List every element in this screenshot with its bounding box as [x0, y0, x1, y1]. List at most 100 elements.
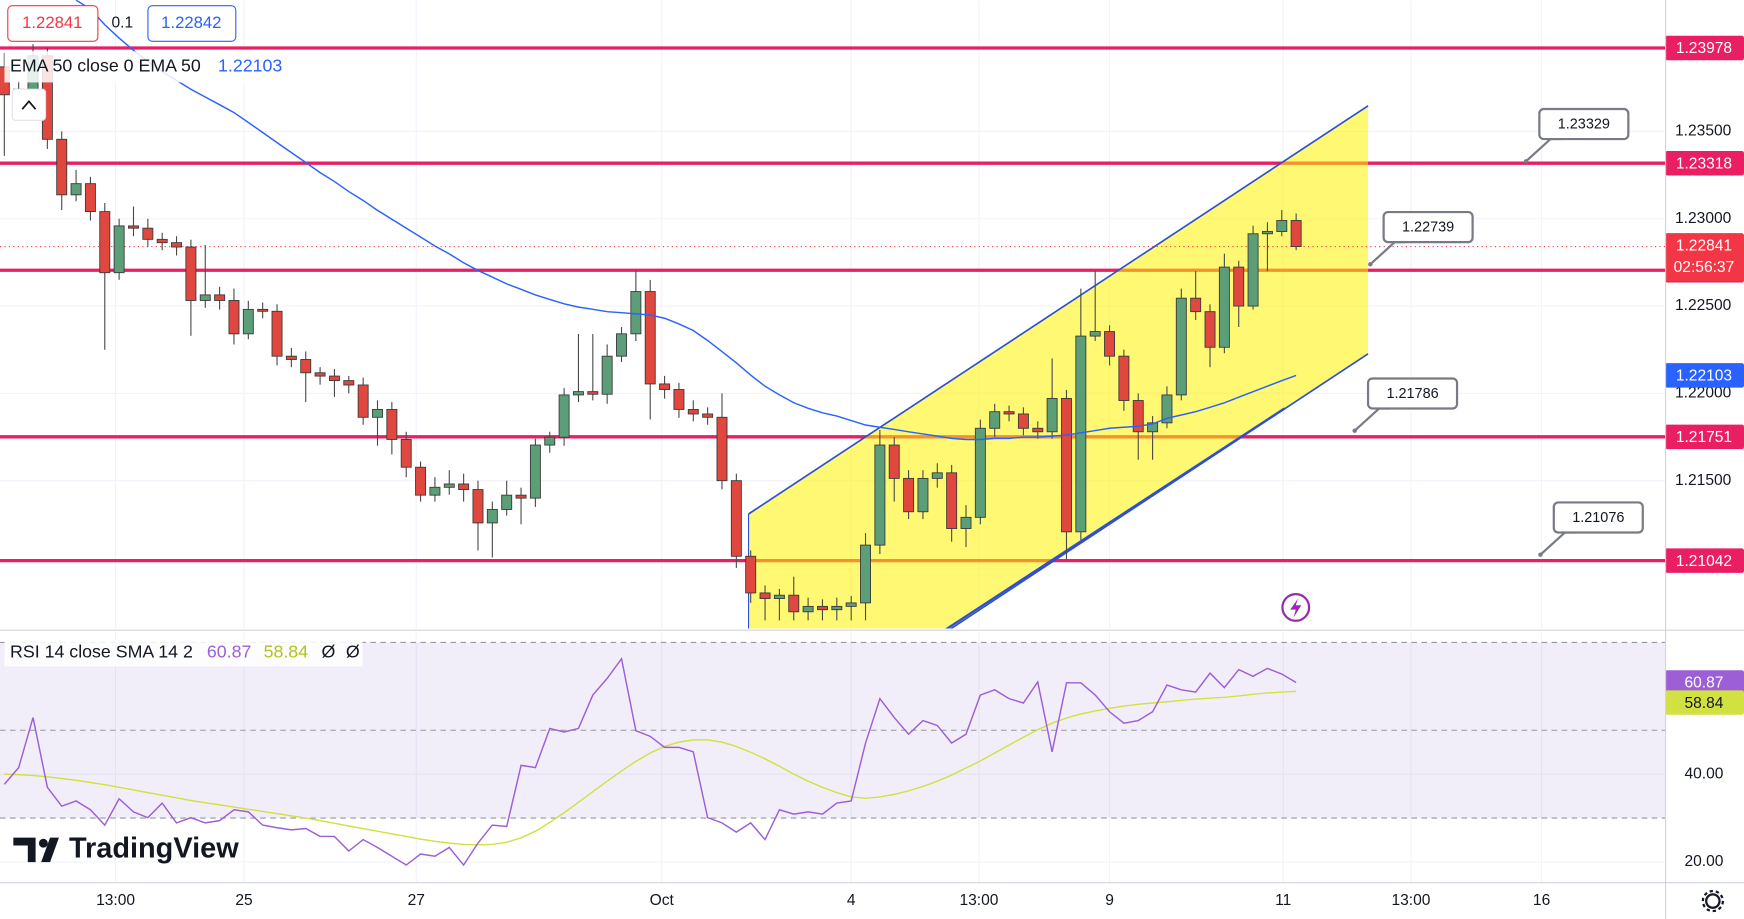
- candle-body: [415, 466, 427, 496]
- y-tick-label: 1.22000: [1675, 384, 1732, 401]
- candle-body: [1147, 422, 1159, 433]
- rsi-badge-bg: [1665, 670, 1744, 695]
- candle-body: [357, 384, 369, 418]
- y-tick-label: 1.23000: [1675, 210, 1732, 227]
- level-badge: 1.21042: [1676, 553, 1732, 570]
- candle-body: [99, 211, 111, 274]
- bid-box[interactable]: [7, 5, 99, 42]
- callout-anchor: [1538, 552, 1543, 557]
- callout-anchor: [1523, 159, 1529, 164]
- candle-body: [70, 183, 82, 196]
- candle-body: [1161, 394, 1173, 424]
- candle-body: [687, 408, 699, 415]
- candle-body: [128, 225, 139, 229]
- candle-body: [300, 359, 312, 374]
- candle-body: [1118, 355, 1130, 401]
- candle-body: [773, 594, 785, 599]
- trend-line: [945, 407, 1286, 629]
- y-tick-label: 1.22500: [1675, 297, 1732, 314]
- candle-body: [931, 472, 943, 479]
- candle-body: [601, 355, 613, 395]
- callout-anchor: [1368, 262, 1373, 267]
- spread: 0.1: [112, 15, 134, 32]
- candle-body: [113, 225, 125, 274]
- rsi-sma-legend-value: 58.84: [264, 642, 309, 662]
- x-tick-label: 25: [235, 892, 252, 909]
- logo-mark: [13, 837, 36, 863]
- candle-body: [1046, 397, 1058, 433]
- rsi-legend-extra: Ø: [346, 642, 360, 662]
- settings-icon-teeth: [1701, 889, 1724, 913]
- candle-body: [386, 408, 398, 440]
- candle-body: [486, 509, 498, 524]
- candle-body: [1276, 220, 1288, 232]
- candle-body: [84, 183, 96, 213]
- x-tick-label: 11: [1275, 892, 1291, 909]
- ema-legend[interactable]: EMA 50 close 0 EMA 50: [10, 56, 201, 76]
- candle-body: [228, 300, 240, 335]
- candle-body: [1204, 311, 1216, 348]
- candle-body: [888, 444, 900, 479]
- candle-body: [587, 391, 599, 395]
- candle-body: [1290, 220, 1302, 247]
- candle-body: [644, 291, 656, 385]
- logo-dot: [38, 838, 48, 848]
- rsi-sma-badge: 58.84: [1684, 695, 1723, 712]
- candle-body: [515, 494, 527, 499]
- candle-body: [659, 383, 671, 390]
- level-badge-bg: [1665, 424, 1744, 450]
- rsi-legend-extra: Ø: [321, 642, 335, 662]
- ema-legend-value: 1.22103: [218, 56, 282, 76]
- candle-body: [874, 444, 886, 546]
- level-badge-bg: [1665, 150, 1744, 176]
- settings-icon[interactable]: [1705, 893, 1721, 909]
- candle-body: [802, 605, 814, 613]
- candle-body: [917, 477, 929, 513]
- candle-body: [845, 602, 857, 607]
- candle-body: [1003, 411, 1015, 415]
- candle-body: [458, 483, 470, 491]
- rsi-badge: 60.87: [1684, 675, 1723, 692]
- candle-body: [759, 592, 771, 599]
- candle-body: [616, 333, 627, 357]
- candle-body: [974, 427, 986, 518]
- level-badge-bg: [1665, 548, 1744, 573]
- last-price-badge: 1.22841: [1676, 238, 1732, 255]
- candle-body: [1175, 297, 1187, 396]
- candle-body: [716, 416, 728, 482]
- candle-body: [156, 238, 168, 244]
- ema-line: [75, 0, 1297, 441]
- y-tick-label: 1.21500: [1675, 472, 1732, 489]
- rsi-legend[interactable]: RSI 14 close SMA 14 2: [10, 642, 193, 662]
- candle-body: [529, 444, 541, 499]
- rsi-legend-value: 60.87: [207, 642, 252, 662]
- level-badge: 1.23978: [1676, 40, 1732, 57]
- callout-label: 1.22739: [1402, 219, 1454, 235]
- rsi-line: [4, 690, 1297, 846]
- candle-body: [1190, 297, 1202, 313]
- candle-body: [1032, 427, 1044, 433]
- callout-box: [1552, 501, 1644, 534]
- level-badge: 1.23318: [1676, 155, 1732, 172]
- x-tick-label: Oct: [650, 892, 675, 909]
- x-tick-label: 27: [408, 892, 425, 909]
- candle-body: [242, 308, 254, 335]
- candle-body: [343, 380, 355, 386]
- rsi-pane: [0, 641, 1666, 867]
- candle-body: [1017, 413, 1029, 429]
- callout-box: [1382, 210, 1474, 244]
- candle-body: [946, 472, 958, 529]
- ask-box[interactable]: [147, 5, 237, 42]
- candle-body: [1233, 266, 1245, 307]
- candle-body: [860, 544, 871, 604]
- collapse-button[interactable]: [11, 88, 47, 121]
- candle-body: [989, 411, 1001, 429]
- candle-body: [730, 480, 742, 557]
- candle-body: [285, 355, 297, 360]
- event-icon-bolt: [1290, 598, 1302, 618]
- candle-body: [271, 310, 283, 357]
- candle-body: [960, 516, 972, 529]
- y-tick-label: 40.00: [1684, 765, 1723, 782]
- candle-body: [788, 594, 800, 613]
